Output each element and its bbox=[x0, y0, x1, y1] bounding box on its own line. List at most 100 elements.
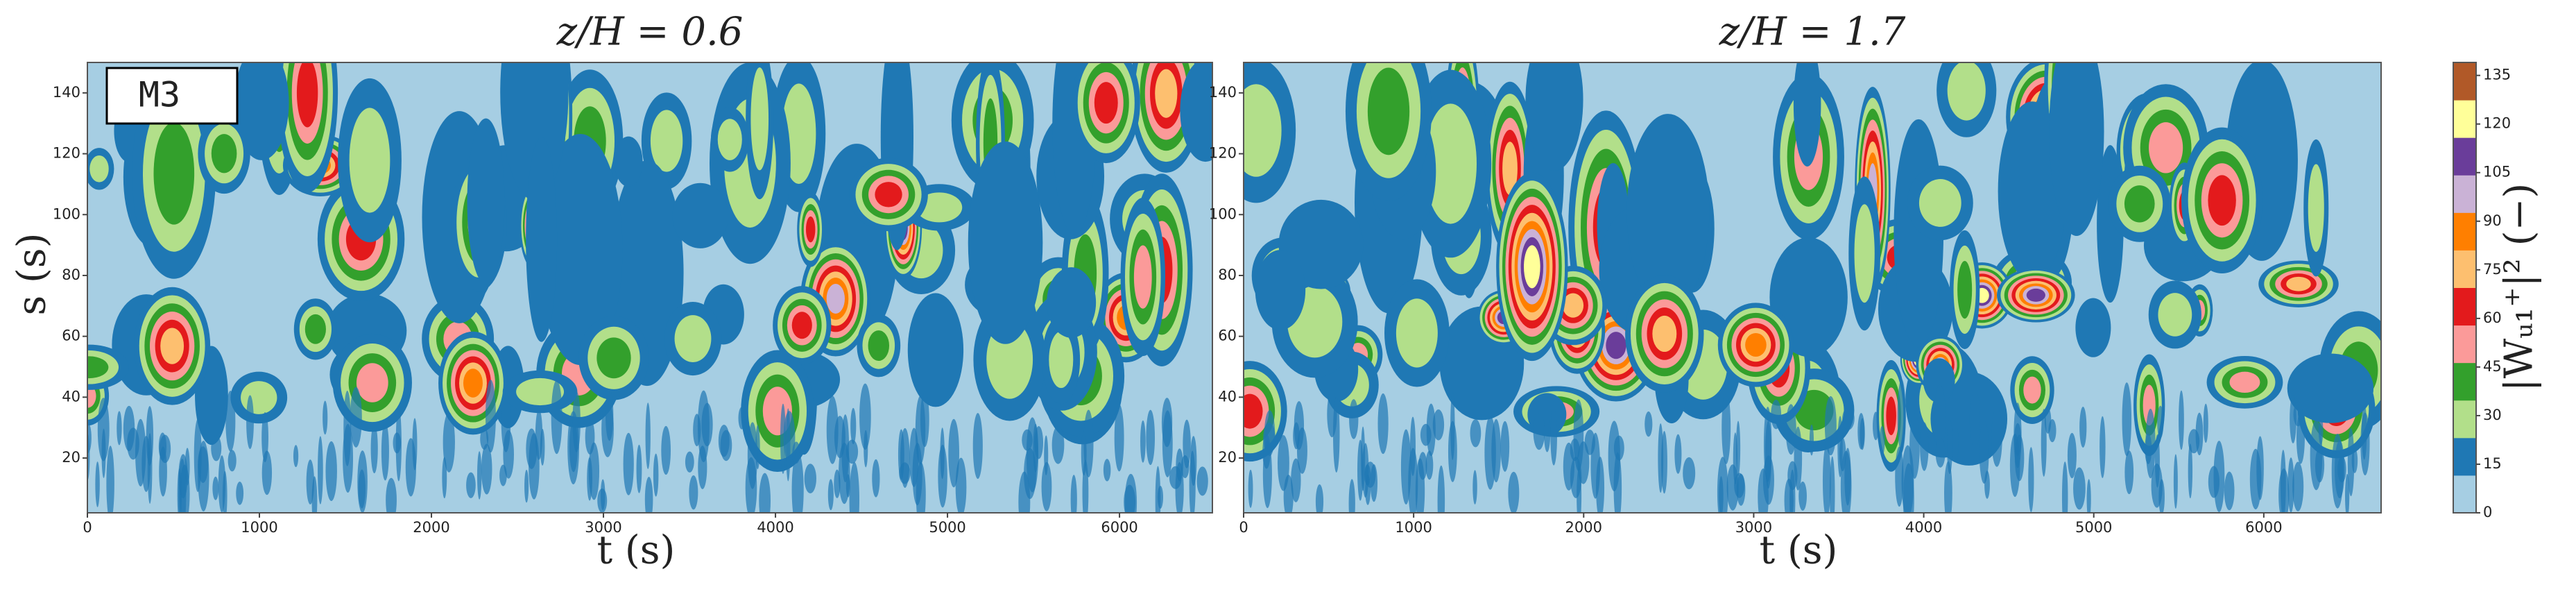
y-tick-label: 80 bbox=[1218, 266, 1237, 283]
streak bbox=[2345, 473, 2350, 513]
streak bbox=[323, 400, 328, 435]
streak bbox=[585, 418, 595, 455]
streak bbox=[147, 433, 153, 504]
streak bbox=[1348, 479, 1355, 513]
contour-blob bbox=[1047, 267, 1097, 338]
streak bbox=[466, 472, 476, 498]
streak bbox=[2208, 466, 2220, 498]
streak bbox=[311, 476, 318, 513]
contour-blob bbox=[1524, 245, 1540, 289]
streak bbox=[2041, 409, 2047, 477]
streak bbox=[524, 469, 529, 503]
streak bbox=[95, 461, 100, 507]
x-tick-label: 2000 bbox=[1565, 519, 1602, 536]
colorbar-segment bbox=[2453, 325, 2476, 364]
contour-blob bbox=[160, 328, 184, 364]
streak bbox=[2151, 463, 2163, 508]
streak bbox=[1758, 468, 1769, 513]
contour-blob bbox=[596, 337, 631, 379]
contour-blob bbox=[2026, 288, 2045, 302]
contour-blob bbox=[2075, 298, 2111, 357]
streak bbox=[227, 450, 237, 472]
contour-blob bbox=[1244, 84, 1282, 177]
contour-blob bbox=[1562, 293, 1584, 318]
contour-blob bbox=[968, 141, 1043, 344]
contour-blob bbox=[1367, 67, 1410, 155]
streak bbox=[412, 418, 418, 470]
contour-blob bbox=[1606, 332, 1626, 359]
streak bbox=[1895, 446, 1904, 507]
colorbar-segment bbox=[2453, 62, 2476, 101]
streak bbox=[2347, 427, 2355, 497]
streak bbox=[1415, 458, 1425, 513]
streak bbox=[117, 411, 122, 446]
x-axis-label: t (s) bbox=[597, 528, 676, 573]
streak bbox=[1410, 416, 1416, 476]
streak bbox=[1491, 418, 1501, 483]
streak bbox=[850, 407, 857, 445]
contour-blob bbox=[1745, 333, 1767, 357]
y-tick-label: 100 bbox=[53, 205, 80, 222]
streak bbox=[786, 408, 791, 482]
streak bbox=[1082, 459, 1089, 513]
streak bbox=[2203, 403, 2208, 443]
colorbar-tick-label: 60 bbox=[2483, 309, 2502, 326]
streak bbox=[1935, 438, 1946, 468]
streak bbox=[1951, 424, 1959, 461]
streak bbox=[1103, 459, 1111, 482]
y-tick-label: 100 bbox=[1209, 205, 1237, 222]
streak bbox=[261, 412, 269, 463]
streak bbox=[1051, 425, 1065, 464]
streak bbox=[211, 435, 222, 461]
colorbar-segment bbox=[2453, 362, 2476, 401]
contour-blob bbox=[153, 122, 195, 225]
streak bbox=[1658, 423, 1664, 493]
streak bbox=[159, 434, 171, 464]
streak bbox=[1550, 408, 1557, 466]
contour-blob bbox=[1244, 393, 1263, 429]
streak bbox=[318, 436, 323, 504]
streak bbox=[1026, 417, 1039, 493]
streak bbox=[2360, 412, 2370, 476]
streak bbox=[1920, 422, 1929, 471]
streak bbox=[1596, 457, 1605, 513]
streak bbox=[1450, 392, 1455, 460]
x-tick-label: 4000 bbox=[1905, 519, 1942, 536]
contour-blob bbox=[916, 192, 963, 223]
colorbar-segment bbox=[2453, 137, 2476, 176]
colorbar-tick-label: 30 bbox=[2483, 407, 2502, 423]
contour-blob bbox=[1133, 245, 1152, 309]
streak bbox=[1824, 396, 1837, 456]
streak bbox=[2195, 412, 2204, 456]
streak bbox=[1771, 399, 1782, 430]
streak bbox=[804, 464, 816, 493]
contour-blob bbox=[1886, 396, 1896, 436]
heatmap-field bbox=[87, 62, 1212, 513]
contour-blob bbox=[89, 155, 109, 183]
contour-blob bbox=[791, 312, 812, 339]
streak bbox=[2290, 395, 2296, 443]
streak bbox=[1155, 466, 1161, 513]
contour-blob bbox=[868, 330, 890, 362]
streak bbox=[718, 425, 730, 457]
y-tick-label: 80 bbox=[62, 266, 80, 283]
streak bbox=[2028, 447, 2034, 513]
streak bbox=[1277, 435, 1289, 491]
streak bbox=[1370, 464, 1378, 502]
streak bbox=[1315, 484, 1324, 513]
plot-frame bbox=[1243, 62, 2382, 514]
streak bbox=[872, 459, 880, 498]
contour-blob bbox=[1652, 315, 1677, 353]
streak bbox=[1857, 413, 1865, 450]
streak bbox=[915, 396, 926, 465]
streak bbox=[849, 461, 860, 513]
contour-blob bbox=[349, 108, 390, 213]
streak bbox=[1018, 471, 1031, 513]
streak bbox=[1577, 468, 1582, 513]
streak bbox=[1041, 461, 1052, 511]
streak bbox=[1721, 391, 1731, 464]
streak bbox=[1070, 475, 1077, 513]
streak bbox=[1470, 419, 1482, 448]
streak bbox=[1991, 407, 2002, 467]
colorbar-tick-label: 45 bbox=[2483, 358, 2502, 375]
